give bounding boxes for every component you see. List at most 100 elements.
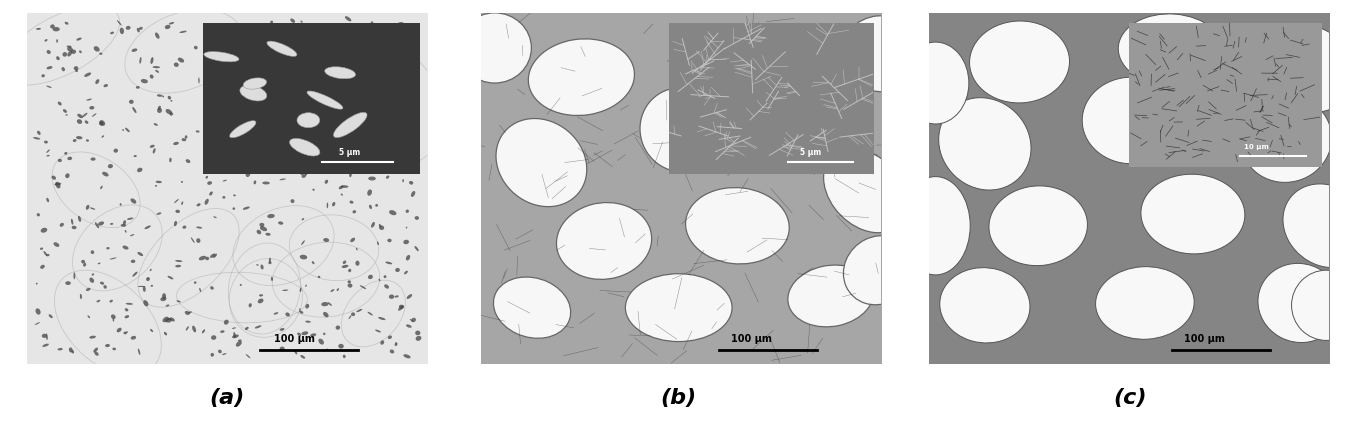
Ellipse shape (625, 274, 732, 342)
Ellipse shape (117, 20, 122, 26)
Ellipse shape (259, 223, 264, 227)
Ellipse shape (233, 156, 236, 159)
Ellipse shape (332, 202, 335, 206)
Ellipse shape (95, 352, 99, 356)
Ellipse shape (41, 265, 45, 269)
Ellipse shape (286, 79, 292, 83)
Ellipse shape (247, 162, 251, 166)
Ellipse shape (195, 131, 199, 133)
Ellipse shape (336, 288, 339, 291)
Ellipse shape (382, 114, 388, 117)
Ellipse shape (256, 165, 260, 169)
Ellipse shape (107, 164, 113, 168)
Ellipse shape (72, 226, 76, 229)
Ellipse shape (232, 327, 236, 329)
Ellipse shape (197, 238, 201, 243)
Ellipse shape (155, 185, 157, 187)
Ellipse shape (262, 54, 264, 56)
Ellipse shape (178, 58, 184, 62)
Ellipse shape (165, 318, 172, 323)
Text: (b): (b) (660, 388, 696, 408)
Ellipse shape (403, 106, 405, 110)
Ellipse shape (65, 173, 69, 178)
Ellipse shape (255, 325, 262, 329)
Ellipse shape (343, 355, 346, 358)
Ellipse shape (222, 180, 226, 181)
Ellipse shape (323, 83, 327, 86)
Ellipse shape (165, 109, 172, 114)
Ellipse shape (389, 210, 396, 215)
Ellipse shape (405, 227, 407, 229)
Ellipse shape (340, 117, 342, 119)
Ellipse shape (380, 226, 384, 230)
Ellipse shape (57, 348, 62, 351)
Ellipse shape (373, 135, 376, 139)
Ellipse shape (183, 226, 186, 229)
Ellipse shape (153, 148, 156, 154)
Ellipse shape (1119, 14, 1224, 86)
Ellipse shape (410, 181, 414, 184)
Ellipse shape (95, 222, 99, 228)
Ellipse shape (194, 46, 198, 49)
Ellipse shape (823, 149, 907, 233)
Ellipse shape (286, 164, 289, 166)
Ellipse shape (350, 64, 354, 70)
Ellipse shape (386, 175, 389, 179)
Ellipse shape (240, 92, 245, 95)
Ellipse shape (56, 56, 60, 60)
Ellipse shape (300, 311, 304, 314)
Ellipse shape (168, 96, 171, 100)
Ellipse shape (92, 113, 96, 117)
Ellipse shape (138, 27, 142, 30)
Ellipse shape (355, 248, 358, 250)
Ellipse shape (141, 79, 148, 83)
Ellipse shape (119, 28, 123, 34)
Ellipse shape (357, 309, 362, 312)
Ellipse shape (328, 302, 332, 306)
Ellipse shape (938, 98, 1031, 190)
Ellipse shape (366, 92, 373, 97)
Ellipse shape (222, 353, 226, 355)
Ellipse shape (153, 66, 160, 68)
Ellipse shape (222, 147, 229, 150)
Ellipse shape (401, 151, 404, 154)
Ellipse shape (210, 253, 216, 258)
Ellipse shape (137, 28, 140, 33)
Ellipse shape (244, 121, 248, 125)
Ellipse shape (367, 26, 374, 30)
Ellipse shape (134, 155, 137, 157)
Ellipse shape (157, 108, 161, 113)
Ellipse shape (56, 182, 61, 188)
Ellipse shape (377, 241, 378, 245)
Ellipse shape (132, 48, 137, 52)
Ellipse shape (410, 152, 415, 156)
Ellipse shape (285, 96, 292, 100)
Ellipse shape (174, 62, 179, 67)
Ellipse shape (119, 203, 122, 206)
Ellipse shape (170, 112, 174, 116)
Ellipse shape (43, 140, 47, 143)
Ellipse shape (187, 311, 191, 314)
Ellipse shape (157, 94, 163, 97)
Ellipse shape (69, 348, 73, 353)
Ellipse shape (89, 277, 94, 283)
Ellipse shape (174, 221, 178, 226)
Ellipse shape (85, 205, 89, 210)
Ellipse shape (1273, 26, 1352, 112)
Ellipse shape (297, 59, 302, 64)
Ellipse shape (843, 236, 914, 305)
Ellipse shape (99, 120, 106, 126)
Ellipse shape (395, 342, 397, 345)
Ellipse shape (347, 283, 353, 288)
Ellipse shape (65, 281, 71, 285)
Ellipse shape (73, 139, 76, 142)
Ellipse shape (342, 121, 344, 124)
Ellipse shape (130, 260, 136, 263)
Ellipse shape (290, 18, 296, 23)
Ellipse shape (367, 312, 373, 315)
Ellipse shape (73, 272, 76, 279)
Ellipse shape (240, 284, 241, 286)
Ellipse shape (403, 179, 404, 182)
Ellipse shape (46, 333, 47, 340)
Ellipse shape (367, 275, 373, 279)
